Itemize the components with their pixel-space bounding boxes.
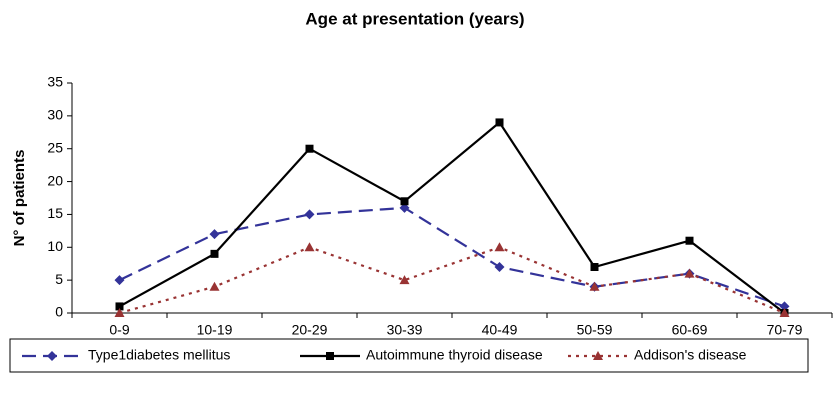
x-tick-label: 60-69 xyxy=(672,322,708,338)
marker xyxy=(47,351,57,361)
y-axis-label: N° of patients xyxy=(11,150,28,247)
marker xyxy=(400,197,409,206)
marker xyxy=(114,308,125,317)
marker xyxy=(399,275,410,285)
marker xyxy=(326,352,334,360)
y-tick-label: 35 xyxy=(47,74,63,90)
y-tick-label: 5 xyxy=(55,271,63,287)
marker xyxy=(304,209,315,220)
marker xyxy=(589,281,600,291)
y-tick-label: 0 xyxy=(55,304,63,320)
x-tick-label: 10-19 xyxy=(197,322,233,338)
marker xyxy=(304,242,315,252)
x-tick-label: 50-59 xyxy=(577,322,613,338)
marker xyxy=(494,242,505,252)
legend-label: Autoimmune thyroid disease xyxy=(366,347,543,363)
marker xyxy=(209,281,220,291)
series-line xyxy=(119,246,785,315)
marker xyxy=(685,236,694,245)
x-tick-label: 40-49 xyxy=(482,322,518,338)
y-tick-label: 10 xyxy=(47,238,63,254)
series-line xyxy=(119,206,785,308)
marker xyxy=(210,249,219,258)
legend-label: Addison's disease xyxy=(634,347,747,363)
marker xyxy=(779,308,790,317)
marker xyxy=(590,263,599,271)
series-line xyxy=(118,120,786,314)
x-tick-label: 20-29 xyxy=(292,322,328,338)
y-tick-label: 30 xyxy=(47,107,63,123)
legend-box xyxy=(9,338,809,373)
y-tick-label: 15 xyxy=(47,205,63,221)
x-tick-label: 30-39 xyxy=(387,322,423,338)
marker xyxy=(114,275,125,286)
marker xyxy=(495,118,504,127)
marker xyxy=(209,229,220,240)
y-tick-label: 25 xyxy=(47,139,63,155)
y-tick-label: 20 xyxy=(47,172,63,188)
marker xyxy=(115,302,124,311)
chart-title: Age at presentation (years) xyxy=(305,9,524,28)
marker xyxy=(305,144,314,153)
marker xyxy=(593,351,603,360)
marker xyxy=(494,262,505,272)
marker xyxy=(399,202,410,213)
marker xyxy=(779,301,790,312)
legend-label: Type1diabetes mellitus xyxy=(88,347,230,363)
marker xyxy=(684,268,695,278)
x-tick-label: 70-79 xyxy=(767,322,803,338)
x-tick-label: 0-9 xyxy=(109,322,129,338)
